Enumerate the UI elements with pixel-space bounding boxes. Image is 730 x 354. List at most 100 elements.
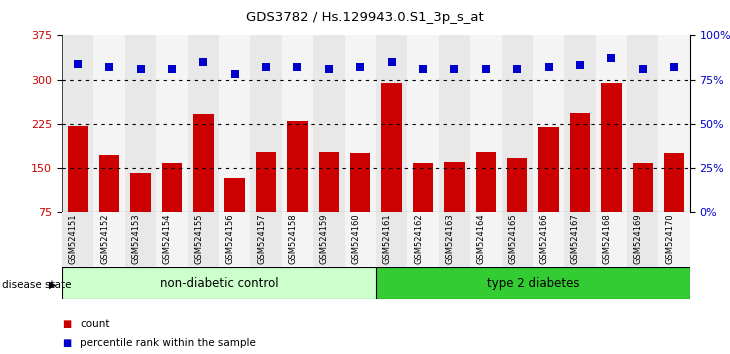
Point bbox=[261, 64, 272, 70]
Bar bbox=[564, 212, 596, 267]
Bar bbox=[439, 35, 470, 212]
Bar bbox=[282, 35, 313, 212]
Point bbox=[574, 63, 585, 68]
Bar bbox=[345, 212, 376, 267]
Text: GSM524160: GSM524160 bbox=[351, 213, 361, 264]
Text: GSM524164: GSM524164 bbox=[477, 213, 486, 264]
Text: GSM524154: GSM524154 bbox=[163, 213, 172, 264]
Bar bbox=[288, 121, 307, 212]
Point bbox=[323, 66, 334, 72]
Bar bbox=[539, 127, 558, 212]
Bar bbox=[99, 155, 119, 212]
Bar bbox=[596, 35, 627, 212]
Bar bbox=[470, 35, 502, 212]
Bar bbox=[193, 114, 213, 212]
Point bbox=[229, 72, 241, 77]
Bar bbox=[313, 212, 345, 267]
Bar bbox=[445, 162, 464, 212]
Bar bbox=[313, 35, 345, 212]
Point bbox=[72, 61, 84, 67]
Bar bbox=[93, 35, 125, 212]
Text: GSM524165: GSM524165 bbox=[508, 213, 517, 264]
Bar bbox=[250, 35, 282, 212]
Text: non-diabetic control: non-diabetic control bbox=[160, 277, 278, 290]
Point bbox=[355, 64, 366, 70]
Bar bbox=[533, 35, 564, 212]
Bar bbox=[470, 212, 502, 267]
Text: disease state: disease state bbox=[2, 280, 72, 290]
Bar bbox=[319, 152, 339, 212]
Bar bbox=[219, 212, 250, 267]
Bar bbox=[68, 126, 88, 212]
Text: GSM524155: GSM524155 bbox=[194, 213, 203, 264]
Bar bbox=[62, 267, 376, 299]
Text: GDS3782 / Hs.129943.0.S1_3p_s_at: GDS3782 / Hs.129943.0.S1_3p_s_at bbox=[246, 11, 484, 24]
Bar bbox=[407, 35, 439, 212]
Bar bbox=[162, 164, 182, 212]
Text: GSM524161: GSM524161 bbox=[383, 213, 391, 264]
Bar bbox=[407, 212, 439, 267]
Bar bbox=[188, 35, 219, 212]
Bar bbox=[282, 212, 313, 267]
Text: ■: ■ bbox=[62, 338, 72, 348]
Text: GSM524157: GSM524157 bbox=[257, 213, 266, 264]
Point bbox=[104, 64, 115, 70]
Point bbox=[480, 66, 492, 72]
Bar bbox=[188, 212, 219, 267]
Point bbox=[418, 66, 429, 72]
Text: GSM524158: GSM524158 bbox=[288, 213, 298, 264]
Text: percentile rank within the sample: percentile rank within the sample bbox=[80, 338, 256, 348]
Bar bbox=[376, 212, 407, 267]
Bar bbox=[382, 82, 402, 212]
Point bbox=[511, 66, 523, 72]
Bar bbox=[125, 35, 156, 212]
Point bbox=[134, 66, 146, 72]
Text: GSM524168: GSM524168 bbox=[602, 213, 612, 264]
Bar bbox=[476, 152, 496, 212]
Bar bbox=[93, 212, 125, 267]
Bar bbox=[502, 212, 533, 267]
Point bbox=[543, 64, 555, 70]
Text: GSM524166: GSM524166 bbox=[539, 213, 549, 264]
Bar bbox=[596, 212, 627, 267]
Bar bbox=[658, 35, 690, 212]
Text: GSM524153: GSM524153 bbox=[131, 213, 140, 264]
Point bbox=[448, 66, 461, 72]
Bar bbox=[658, 212, 690, 267]
Text: GSM524169: GSM524169 bbox=[634, 213, 642, 264]
Bar bbox=[225, 178, 245, 212]
Bar bbox=[156, 212, 188, 267]
Point bbox=[606, 56, 618, 61]
Bar bbox=[507, 158, 527, 212]
Bar bbox=[602, 82, 621, 212]
Point bbox=[637, 66, 648, 72]
Text: GSM524167: GSM524167 bbox=[571, 213, 580, 264]
Text: GSM524163: GSM524163 bbox=[445, 213, 454, 264]
Bar bbox=[664, 153, 684, 212]
Point bbox=[669, 64, 680, 70]
Bar bbox=[345, 35, 376, 212]
Text: count: count bbox=[80, 319, 110, 329]
Text: GSM524152: GSM524152 bbox=[100, 213, 110, 264]
Bar bbox=[125, 212, 156, 267]
Bar bbox=[533, 212, 564, 267]
Text: GSM524156: GSM524156 bbox=[226, 213, 235, 264]
Text: GSM524170: GSM524170 bbox=[665, 213, 675, 264]
Text: GSM524162: GSM524162 bbox=[414, 213, 423, 264]
Bar bbox=[633, 164, 653, 212]
Bar bbox=[627, 35, 658, 212]
Bar bbox=[376, 267, 690, 299]
Bar bbox=[502, 35, 533, 212]
Point bbox=[197, 59, 210, 65]
Bar bbox=[439, 212, 470, 267]
Point bbox=[385, 59, 397, 65]
Text: GSM524151: GSM524151 bbox=[69, 213, 78, 264]
Bar bbox=[350, 153, 370, 212]
Bar bbox=[62, 212, 93, 267]
Bar bbox=[219, 35, 250, 212]
Bar bbox=[570, 113, 590, 212]
Point bbox=[166, 66, 178, 72]
Bar bbox=[250, 212, 282, 267]
Bar bbox=[156, 35, 188, 212]
Text: ▶: ▶ bbox=[49, 280, 56, 290]
